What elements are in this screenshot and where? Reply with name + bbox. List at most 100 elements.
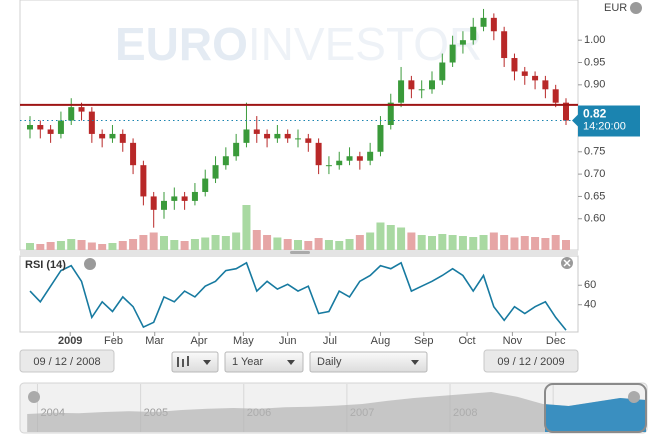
volume-bar bbox=[46, 242, 55, 250]
x-tick-label: Mar bbox=[145, 335, 164, 347]
watermark: EUROINVESTOR bbox=[115, 18, 482, 70]
volume-bar bbox=[551, 235, 560, 250]
candle-body bbox=[387, 102, 394, 125]
volume-bar bbox=[335, 241, 344, 250]
settings-icon[interactable] bbox=[630, 2, 642, 14]
candle-body bbox=[295, 138, 301, 140]
x-tick-label: Nov bbox=[503, 335, 523, 347]
date-to[interactable]: 09 / 12 / 2009 bbox=[497, 356, 564, 368]
candle-body bbox=[429, 80, 435, 90]
volume-bar bbox=[118, 241, 127, 250]
candle-body bbox=[47, 129, 54, 134]
date-to-box[interactable] bbox=[483, 349, 579, 373]
candle-body bbox=[480, 17, 487, 27]
x-tick-label: Aug bbox=[371, 335, 391, 347]
volume-bar bbox=[108, 243, 117, 250]
price-pane bbox=[19, 0, 579, 251]
volume-bar bbox=[304, 241, 313, 250]
candle-body bbox=[161, 200, 167, 210]
last-price-tag bbox=[572, 105, 640, 137]
volume-bar bbox=[273, 237, 282, 250]
y-tick-label: 0.95 bbox=[584, 56, 605, 68]
candle-body bbox=[439, 62, 446, 81]
volume-bar bbox=[26, 243, 34, 250]
candle-body bbox=[57, 120, 64, 134]
volume-bar bbox=[355, 235, 364, 250]
volume-bar bbox=[201, 237, 210, 250]
volume-bar bbox=[87, 242, 96, 250]
candle-body bbox=[470, 26, 477, 41]
x-tick-label: 2009 bbox=[58, 335, 82, 347]
y-tick-label: 0.65 bbox=[584, 190, 605, 202]
candle-body bbox=[119, 133, 126, 143]
candle-body bbox=[305, 138, 312, 143]
candle-body bbox=[501, 31, 508, 59]
candle-body bbox=[408, 80, 415, 90]
interval-dropdown[interactable] bbox=[309, 351, 428, 373]
interval[interactable]: Daily bbox=[317, 356, 342, 368]
candle-body bbox=[171, 196, 178, 201]
last-time: 14:20:00 bbox=[583, 120, 626, 132]
volume-bar bbox=[376, 222, 385, 250]
volume-bar bbox=[469, 237, 478, 250]
candle-body bbox=[315, 142, 322, 166]
volume-bar bbox=[149, 232, 158, 250]
y-tick-label: 0.75 bbox=[584, 146, 605, 158]
candle-body bbox=[191, 191, 198, 201]
navigator-left-button[interactable] bbox=[28, 391, 40, 403]
x-tick-label: Jul bbox=[323, 335, 337, 347]
date-from[interactable]: 09 / 12 / 2008 bbox=[33, 356, 100, 368]
volume-bar bbox=[98, 244, 107, 250]
candle-body bbox=[325, 165, 332, 167]
volume-bar bbox=[36, 244, 45, 250]
x-tick-label: May bbox=[233, 335, 254, 347]
period-dropdown[interactable] bbox=[224, 351, 304, 373]
x-tick-label: Dec bbox=[546, 335, 566, 347]
candle-body bbox=[181, 196, 188, 201]
candle-body bbox=[511, 58, 518, 72]
candle-body bbox=[140, 165, 147, 197]
navigator-selection[interactable] bbox=[544, 383, 647, 433]
x-tick-label: Apr bbox=[190, 335, 207, 347]
volume-bar bbox=[190, 239, 199, 250]
rsi-settings-icon[interactable] bbox=[84, 258, 96, 270]
candle-body bbox=[27, 125, 33, 130]
y-tick-label: 0.90 bbox=[584, 79, 605, 91]
volume-bar bbox=[366, 232, 375, 250]
candle-body bbox=[130, 142, 137, 166]
volume-bar bbox=[221, 236, 230, 250]
candle-body bbox=[336, 160, 343, 166]
volume-bar bbox=[263, 235, 272, 250]
x-tick-label: Jun bbox=[279, 335, 297, 347]
candle-body bbox=[449, 44, 456, 63]
period[interactable]: 1 Year bbox=[232, 356, 264, 368]
y-tick-label: 60 bbox=[584, 279, 596, 291]
volume-bar bbox=[160, 236, 168, 250]
candle-body bbox=[398, 80, 405, 103]
volume-bar bbox=[531, 237, 540, 250]
candle-body bbox=[202, 178, 209, 192]
volume-bar bbox=[170, 240, 179, 250]
volume-bar bbox=[129, 239, 138, 250]
volume-bar bbox=[438, 234, 447, 250]
volume-bar bbox=[500, 235, 509, 250]
navigator-right-button[interactable] bbox=[628, 391, 640, 403]
volume-bar bbox=[489, 232, 498, 250]
candle-body bbox=[418, 89, 425, 91]
candle-body bbox=[150, 196, 157, 210]
dropdown-arrow bbox=[287, 360, 295, 365]
volume-bar bbox=[77, 240, 86, 250]
candle-body bbox=[253, 129, 260, 134]
splitter-handle[interactable] bbox=[290, 251, 310, 254]
date-from-box[interactable] bbox=[19, 349, 115, 373]
candle-body bbox=[37, 125, 44, 130]
candle-body bbox=[264, 133, 271, 139]
x-tick-label: Feb bbox=[104, 335, 123, 347]
volume-bar bbox=[562, 240, 570, 250]
volume-bar bbox=[448, 235, 457, 250]
navigator-area-selected bbox=[545, 398, 646, 432]
volume-bar bbox=[520, 236, 529, 250]
volume-bar bbox=[407, 232, 416, 250]
volume-bar bbox=[397, 227, 406, 250]
rsi-line bbox=[29, 261, 567, 331]
